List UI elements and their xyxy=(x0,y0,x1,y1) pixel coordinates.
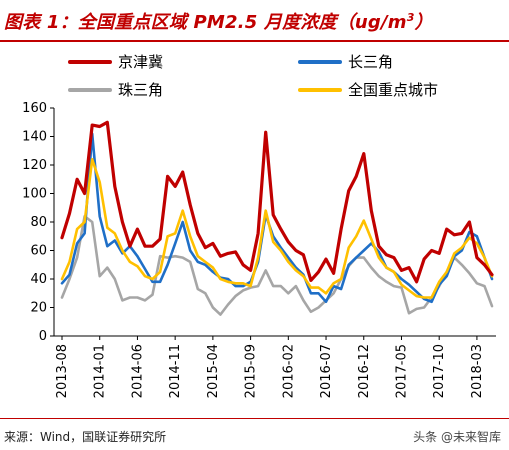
x-tick-label: 2018-03 xyxy=(470,344,485,398)
y-tick-label: 160 xyxy=(22,101,47,116)
x-tick-label: 2014-01 xyxy=(93,344,108,398)
y-tick-label: 0 xyxy=(39,329,47,344)
title-divider xyxy=(0,40,509,42)
title-suffix: ） xyxy=(414,12,433,33)
x-tick-label: 2016-12 xyxy=(357,344,372,398)
x-tick-label: 2014-06 xyxy=(130,344,145,398)
x-tick-label: 2016-02 xyxy=(281,344,296,398)
legend-label-2: 长三角 xyxy=(348,53,393,71)
y-tick-label: 40 xyxy=(30,272,47,287)
x-tick-label: 2013-08 xyxy=(55,344,70,398)
source-note: 来源：Wind，国联证券研究所 xyxy=(4,430,167,444)
x-tick-label: 2017-05 xyxy=(394,344,409,398)
title-bar: 图表 1：全国重点区域 PM2.5 月度浓度（ug/m3） xyxy=(0,0,509,40)
y-tick-label: 80 xyxy=(30,215,47,230)
y-tick-label: 100 xyxy=(22,187,47,202)
y-tick-label: 140 xyxy=(22,130,47,145)
watermark-text: 头条 @未来智库 xyxy=(413,430,501,444)
chart-title: 图表 1：全国重点区域 PM2.5 月度浓度（ug/m3） xyxy=(4,8,433,34)
source-divider xyxy=(0,418,509,419)
y-tick-label: 20 xyxy=(30,301,47,316)
title-superscript: 3 xyxy=(406,11,415,24)
legend-label-1: 京津冀 xyxy=(118,53,163,71)
series-line-2 xyxy=(60,132,494,304)
series-line-4 xyxy=(60,158,494,299)
legend-label-3: 珠三角 xyxy=(118,81,163,99)
x-tick-label: 2015-09 xyxy=(244,344,259,398)
title-prefix: 图表 1：全国重点区域 PM2.5 月度浓度（ug/m xyxy=(4,12,407,33)
series-line-3 xyxy=(60,215,494,316)
legend-label-4: 全国重点城市 xyxy=(348,81,438,99)
y-tick-label: 60 xyxy=(30,244,47,259)
x-tick-label: 2016-07 xyxy=(319,344,334,398)
pm25-line-chart: 0 20 40 60 80 100 120 140 160 2013-08 2014-01 2014-… xyxy=(22,53,496,398)
y-tick-label: 120 xyxy=(22,158,47,173)
series-line-1 xyxy=(60,120,494,284)
x-tick-label: 2017-10 xyxy=(432,344,447,398)
x-tick-label: 2015-04 xyxy=(206,344,221,398)
x-tick-label: 2014-11 xyxy=(168,344,183,398)
chart-area: 0 20 40 60 80 100 120 140 160 2013-08 2014-01 2014-… xyxy=(0,44,509,414)
